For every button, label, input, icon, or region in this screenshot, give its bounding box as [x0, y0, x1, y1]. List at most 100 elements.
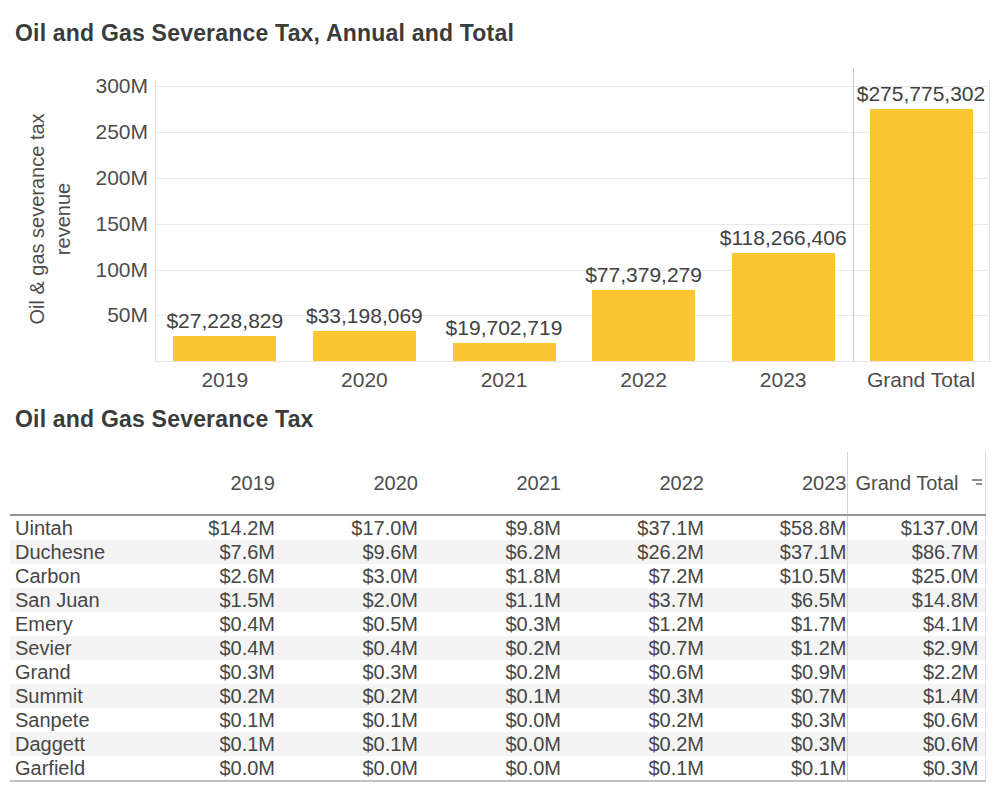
column-header-2020[interactable]: 2020	[275, 452, 418, 515]
severance-tax-table: 20192020202120222023Grand Total Uintah$1…	[10, 452, 986, 782]
cell-carbon-2019[interactable]: $2.6M	[170, 564, 275, 588]
cell-emery-2023[interactable]: $1.7M	[704, 612, 847, 636]
cell-summit-grand-total[interactable]: $1.4M	[847, 684, 985, 708]
cell-daggett-2020[interactable]: $0.1M	[275, 732, 418, 756]
cell-sevier-2019[interactable]: $0.4M	[170, 636, 275, 660]
cell-summit-2021[interactable]: $0.1M	[418, 684, 561, 708]
bar-chart: Oil & gas severance tax revenue 50M100M1…	[0, 0, 1000, 400]
cell-summit-2019[interactable]: $0.2M	[170, 684, 275, 708]
cell-carbon-2021[interactable]: $1.8M	[418, 564, 561, 588]
cell-daggett-grand-total[interactable]: $0.6M	[847, 732, 985, 756]
cell-san-juan-grand-total[interactable]: $14.8M	[847, 588, 985, 612]
cell-summit-2022[interactable]: $0.3M	[561, 684, 704, 708]
cell-duchesne-2022[interactable]: $26.2M	[561, 540, 704, 564]
county-label[interactable]: Garfield	[10, 756, 170, 781]
bar-2023[interactable]	[732, 253, 835, 361]
column-header-2021[interactable]: 2021	[418, 452, 561, 515]
cell-san-juan-2020[interactable]: $2.0M	[275, 588, 418, 612]
cell-sanpete-2019[interactable]: $0.1M	[170, 708, 275, 732]
column-header-2023[interactable]: 2023	[704, 452, 847, 515]
cell-uintah-grand-total[interactable]: $137.0M	[847, 515, 985, 540]
county-label[interactable]: San Juan	[10, 588, 170, 612]
cell-duchesne-2021[interactable]: $6.2M	[418, 540, 561, 564]
bar-2022[interactable]	[592, 290, 695, 361]
county-label[interactable]: Sevier	[10, 636, 170, 660]
county-label[interactable]: Carbon	[10, 564, 170, 588]
table-header: 20192020202120222023Grand Total	[10, 452, 985, 515]
county-label[interactable]: Summit	[10, 684, 170, 708]
cell-uintah-2023[interactable]: $58.8M	[704, 515, 847, 540]
cell-carbon-2020[interactable]: $3.0M	[275, 564, 418, 588]
cell-emery-2021[interactable]: $0.3M	[418, 612, 561, 636]
cell-summit-2023[interactable]: $0.7M	[704, 684, 847, 708]
cell-sanpete-2020[interactable]: $0.1M	[275, 708, 418, 732]
cell-duchesne-grand-total[interactable]: $86.7M	[847, 540, 985, 564]
cell-uintah-2021[interactable]: $9.8M	[418, 515, 561, 540]
cell-emery-2019[interactable]: $0.4M	[170, 612, 275, 636]
column-header-2022[interactable]: 2022	[561, 452, 704, 515]
bar-grand-total[interactable]	[870, 109, 973, 361]
cell-sanpete-2023[interactable]: $0.3M	[704, 708, 847, 732]
cell-daggett-2019[interactable]: $0.1M	[170, 732, 275, 756]
cell-grand-2021[interactable]: $0.2M	[418, 660, 561, 684]
cell-duchesne-2019[interactable]: $7.6M	[170, 540, 275, 564]
cell-sanpete-2021[interactable]: $0.0M	[418, 708, 561, 732]
cell-grand-2022[interactable]: $0.6M	[561, 660, 704, 684]
cell-duchesne-2023[interactable]: $37.1M	[704, 540, 847, 564]
cell-grand-grand-total[interactable]: $2.2M	[847, 660, 985, 684]
cell-grand-2020[interactable]: $0.3M	[275, 660, 418, 684]
cell-sevier-2022[interactable]: $0.7M	[561, 636, 704, 660]
cell-emery-grand-total[interactable]: $4.1M	[847, 612, 985, 636]
cell-daggett-2023[interactable]: $0.3M	[704, 732, 847, 756]
county-label[interactable]: Daggett	[10, 732, 170, 756]
county-label[interactable]: Grand	[10, 660, 170, 684]
bar-value-label: $19,702,719	[389, 315, 619, 341]
cell-san-juan-2023[interactable]: $6.5M	[704, 588, 847, 612]
cell-sevier-2021[interactable]: $0.2M	[418, 636, 561, 660]
grand-total-separator-line	[853, 68, 854, 361]
cell-emery-2022[interactable]: $1.2M	[561, 612, 704, 636]
cell-garfield-2021[interactable]: $0.0M	[418, 756, 561, 781]
cell-carbon-2023[interactable]: $10.5M	[704, 564, 847, 588]
county-label[interactable]: Duchesne	[10, 540, 170, 564]
cell-garfield-2022[interactable]: $0.1M	[561, 756, 704, 781]
cell-san-juan-2019[interactable]: $1.5M	[170, 588, 275, 612]
cell-sevier-2020[interactable]: $0.4M	[275, 636, 418, 660]
cell-san-juan-2022[interactable]: $3.7M	[561, 588, 704, 612]
cell-daggett-2021[interactable]: $0.0M	[418, 732, 561, 756]
cell-sevier-2023[interactable]: $1.2M	[704, 636, 847, 660]
cell-uintah-2022[interactable]: $37.1M	[561, 515, 704, 540]
y-axis-tick-label: 300M	[0, 73, 148, 99]
cell-uintah-2019[interactable]: $14.2M	[170, 515, 275, 540]
cell-sanpete-grand-total[interactable]: $0.6M	[847, 708, 985, 732]
cell-garfield-2023[interactable]: $0.1M	[704, 756, 847, 781]
sort-descending-icon[interactable]	[969, 476, 983, 488]
cell-duchesne-2020[interactable]: $9.6M	[275, 540, 418, 564]
column-header-2019[interactable]: 2019	[170, 452, 275, 515]
cell-garfield-grand-total[interactable]: $0.3M	[847, 756, 985, 781]
cell-sanpete-2022[interactable]: $0.2M	[561, 708, 704, 732]
cell-grand-2019[interactable]: $0.3M	[170, 660, 275, 684]
cell-daggett-2022[interactable]: $0.2M	[561, 732, 704, 756]
table-row-garfield: Garfield$0.0M$0.0M$0.0M$0.1M$0.1M$0.3M	[10, 756, 985, 781]
cell-carbon-2022[interactable]: $7.2M	[561, 564, 704, 588]
column-header-grand-total[interactable]: Grand Total	[847, 452, 985, 515]
cell-garfield-2020[interactable]: $0.0M	[275, 756, 418, 781]
county-label[interactable]: Sanpete	[10, 708, 170, 732]
cell-sevier-grand-total[interactable]: $2.9M	[847, 636, 985, 660]
x-axis-line	[155, 361, 990, 362]
bar-2019[interactable]	[173, 336, 276, 361]
cell-uintah-2020[interactable]: $17.0M	[275, 515, 418, 540]
cell-carbon-grand-total[interactable]: $25.0M	[847, 564, 985, 588]
county-label[interactable]: Emery	[10, 612, 170, 636]
cell-garfield-2019[interactable]: $0.0M	[170, 756, 275, 781]
cell-san-juan-2021[interactable]: $1.1M	[418, 588, 561, 612]
cell-emery-2020[interactable]: $0.5M	[275, 612, 418, 636]
bar-2021[interactable]	[453, 343, 556, 361]
y-axis-tick-label: 250M	[0, 119, 148, 145]
gridline	[155, 132, 990, 133]
cell-summit-2020[interactable]: $0.2M	[275, 684, 418, 708]
cell-grand-2023[interactable]: $0.9M	[704, 660, 847, 684]
table-row-grand: Grand$0.3M$0.3M$0.2M$0.6M$0.9M$2.2M	[10, 660, 985, 684]
county-label[interactable]: Uintah	[10, 515, 170, 540]
